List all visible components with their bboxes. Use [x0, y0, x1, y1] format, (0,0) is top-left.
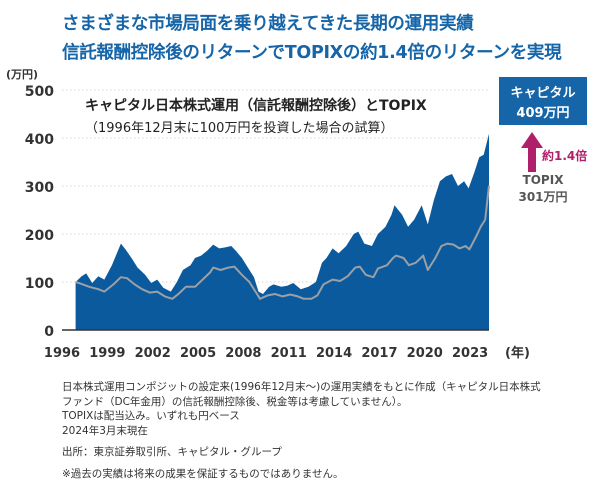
y-tick-label: 200 — [25, 228, 54, 244]
x-tick-label: 2008 — [225, 346, 261, 361]
y-axis-ticks: 0 100 200 300 400 500 — [25, 84, 54, 340]
y-tick-label: 500 — [25, 84, 54, 100]
y-tick-label: 400 — [25, 132, 54, 148]
ratio-label: 約1.4倍 — [542, 148, 587, 163]
y-tick-label: 100 — [25, 276, 54, 292]
note-line-2: ファンド（DC年金用）の信託報酬控除後、税金等は考慮していません）。 — [62, 395, 408, 408]
x-tick-label: 1999 — [89, 346, 125, 361]
capital-callout-box — [499, 77, 587, 125]
y-axis-label: (万円) — [6, 68, 38, 81]
topix-callout-value: 301万円 — [518, 190, 567, 204]
chart-title: キャピタル日本株式運用（信託報酬控除後）とTOPIX — [85, 97, 427, 114]
note-line-3: TOPIXは配当込み。いずれも円ベース — [62, 410, 240, 422]
ratio-arrow-icon — [521, 132, 543, 172]
performance-chart: 0 100 200 300 400 500 1996 1999 2002 2005 2008 201… — [6, 68, 587, 361]
disclaimer-note: ※過去の実績は将来の成果を保証するものではありません。 — [62, 467, 344, 480]
source-note: 出所：東京証券取引所、キャピタル・グループ — [62, 446, 282, 458]
x-tick-label: 2020 — [407, 346, 443, 361]
x-axis-label: (年) — [505, 345, 530, 361]
headline-line-2: 信託報酬控除後のリターンでTOPIXの約1.4倍のリターンを実現 — [62, 43, 562, 63]
y-tick-label: 300 — [25, 180, 54, 196]
x-tick-label: 2023 — [452, 346, 488, 361]
x-tick-label: 2002 — [135, 346, 171, 361]
note-line-4: 2024年3月末現在 — [62, 424, 148, 437]
footnotes: 日本株式運用コンポジットの設定来(1996年12月末〜)の運用実績をもとに作成（… — [62, 380, 582, 481]
capital-callout-value: 409万円 — [516, 106, 569, 121]
topix-line — [75, 185, 490, 300]
capital-area — [75, 133, 489, 330]
gridlines — [62, 89, 489, 283]
capital-callout-name: キャピタル — [510, 86, 575, 101]
x-tick-label: 2017 — [361, 346, 397, 361]
x-tick-label: 2014 — [316, 346, 352, 361]
headline-line-1: さまざまな市場局面を乗り越えてきた長期の運用実績 — [62, 14, 474, 34]
chart-subtitle: （1996年12月末に100万円を投資した場合の試算） — [85, 120, 393, 136]
x-axis-ticks: 1996 1999 2002 2005 2008 2011 2014 2017 2020 2023 — [44, 346, 488, 361]
note-line-1: 日本株式運用コンポジットの設定来(1996年12月末〜)の運用実績をもとに作成（… — [62, 381, 541, 393]
y-tick-label: 0 — [44, 324, 54, 340]
x-tick-label: 1996 — [44, 346, 80, 361]
x-tick-label: 2005 — [180, 346, 216, 361]
x-tick-label: 2011 — [271, 346, 307, 361]
topix-callout-name: TOPIX — [523, 173, 565, 187]
